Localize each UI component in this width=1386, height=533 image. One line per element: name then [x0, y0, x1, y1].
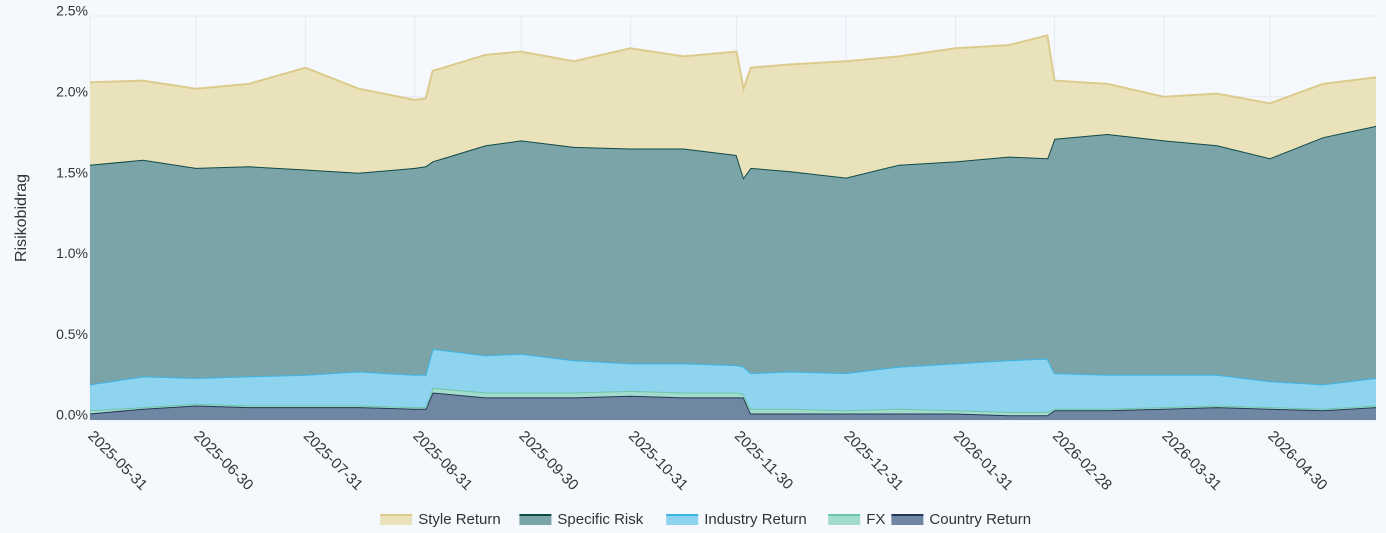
y-axis-label: Risikobidrag	[13, 174, 30, 262]
legend-label: FX	[866, 511, 885, 528]
x-tick-label: 2026-03-31	[1158, 428, 1224, 494]
y-tick-label: 0.5%	[56, 326, 88, 342]
area	[90, 125, 1376, 385]
y-tick-label: 1.5%	[56, 164, 88, 180]
y-tick-label: 1.0%	[56, 245, 88, 261]
area	[90, 392, 1376, 420]
x-tick-label: 2025-06-30	[190, 428, 256, 494]
legend-label: Country Return	[929, 511, 1031, 528]
x-tick-label: 2026-02-28	[1049, 428, 1115, 494]
legend: Style Return Specific Risk Industry Return…	[380, 511, 1031, 528]
x-tick-label: 2026-01-31	[950, 428, 1016, 494]
area	[90, 348, 1376, 412]
legend-label: Industry Return	[704, 511, 807, 528]
area	[90, 387, 1376, 416]
x-tick-label: 2025-05-31	[84, 428, 150, 494]
legend-swatch	[828, 515, 861, 525]
y-tick-label: 2.5%	[56, 3, 88, 19]
x-tick-label: 2025-07-31	[300, 428, 366, 494]
legend-label: Specific Risk	[557, 511, 643, 528]
areas	[89, 34, 1377, 420]
x-tick-label: 2025-11-30	[731, 428, 796, 493]
x-tick-label: 2025-12-31	[840, 428, 906, 494]
legend-swatch	[891, 515, 924, 525]
x-tick-label: 2025-10-31	[625, 428, 691, 494]
legend-swatch	[380, 515, 413, 525]
legend-swatch	[519, 515, 552, 525]
y-tick-label: 2.0%	[56, 84, 88, 100]
x-tick-label: 2025-08-31	[409, 428, 475, 494]
legend-swatch	[666, 515, 699, 525]
legend-label: Style Return	[418, 511, 501, 528]
y-tick-label: 0.0%	[56, 407, 88, 423]
area	[90, 35, 1376, 178]
x-tick-label: 2026-04-30	[1264, 428, 1330, 494]
x-tick-label: 2025-09-30	[515, 428, 581, 494]
area-line	[89, 34, 1377, 105]
